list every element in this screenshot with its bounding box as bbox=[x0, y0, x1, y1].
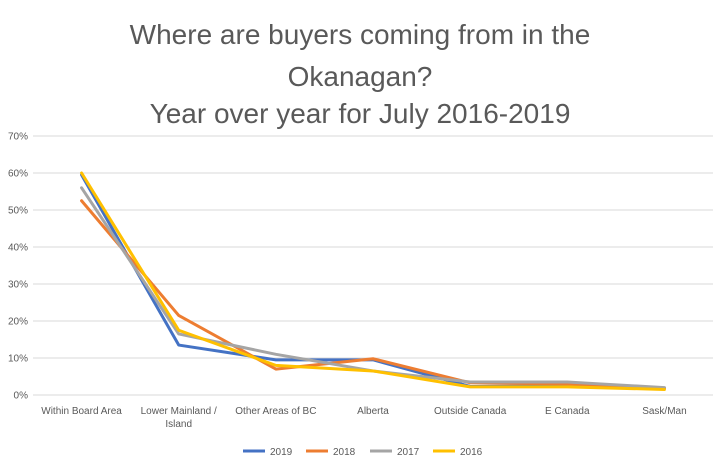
series-line-2016 bbox=[80, 171, 666, 391]
x-tick-label: Sask/Man bbox=[642, 406, 686, 417]
x-tick-label: Other Areas of BC bbox=[235, 406, 316, 417]
legend: 2019 2018 2017 2016 bbox=[243, 447, 483, 458]
chart-title-line-3: Year over year for July 2016-2019 bbox=[150, 98, 571, 129]
y-tick-label: 70% bbox=[8, 132, 28, 143]
y-axis-tick-labels: 0% 10% 20% 30% 40% 50% 60% 70% bbox=[8, 132, 28, 402]
legend-label-2018: 2018 bbox=[333, 447, 356, 458]
x-tick-label: Alberta bbox=[357, 406, 389, 417]
x-tick-label: Lower Mainland / Island bbox=[141, 406, 217, 430]
chart-title-line-2: Okanagan? bbox=[288, 61, 433, 92]
x-tick-label-line: E Canada bbox=[545, 406, 590, 417]
chart-title: Where are buyers coming from in the Okana… bbox=[130, 19, 591, 129]
x-tick-label-line: Within Board Area bbox=[41, 406, 122, 417]
x-tick-label: Outside Canada bbox=[434, 406, 507, 417]
legend-label-2016: 2016 bbox=[460, 447, 483, 458]
x-axis-tick-labels: Within Board Area Lower Mainland / Island O… bbox=[41, 406, 686, 430]
y-tick-label: 0% bbox=[14, 391, 29, 402]
x-tick-label-line: Lower Mainland / bbox=[141, 406, 217, 417]
y-tick-label: 40% bbox=[8, 243, 28, 254]
y-tick-label: 10% bbox=[8, 354, 28, 365]
x-tick-label-line: Other Areas of BC bbox=[235, 406, 316, 417]
series-line-2018 bbox=[80, 199, 666, 390]
legend-label-2019: 2019 bbox=[270, 447, 293, 458]
y-tick-label: 60% bbox=[8, 169, 28, 180]
y-tick-label: 30% bbox=[8, 280, 28, 291]
series-line-2019 bbox=[80, 173, 666, 390]
series-lines bbox=[80, 171, 666, 391]
x-tick-label-line: Alberta bbox=[357, 406, 389, 417]
x-tick-label-line: Outside Canada bbox=[434, 406, 507, 417]
x-tick-label: Within Board Area bbox=[41, 406, 122, 417]
y-tick-label: 20% bbox=[8, 317, 28, 328]
y-tick-label: 50% bbox=[8, 206, 28, 217]
x-tick-label: E Canada bbox=[545, 406, 590, 417]
x-tick-label-line: Sask/Man bbox=[642, 406, 686, 417]
legend-label-2017: 2017 bbox=[397, 447, 420, 458]
chart-title-line-1: Where are buyers coming from in the bbox=[130, 19, 591, 50]
x-tick-label-line: Island bbox=[165, 419, 192, 430]
